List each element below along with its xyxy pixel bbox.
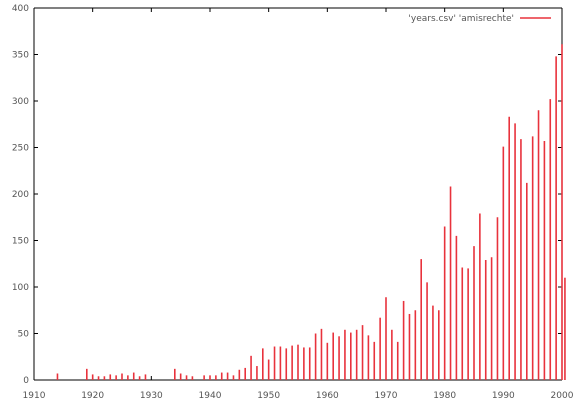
y-tick-label: 400	[12, 4, 29, 14]
y-tick-label: 300	[12, 97, 29, 107]
x-tick-labels: 1910 1920 1930 1940 1950 1960 1970 1980 1990 2000	[23, 391, 574, 401]
y-tick-label: 250	[12, 144, 29, 154]
y-tick-label: 100	[12, 283, 29, 293]
y-tick-label: 200	[12, 190, 29, 200]
plot-frame	[33, 7, 563, 381]
y-tick-labels: 0 50 100 150 200 250 300 350 400	[12, 4, 29, 386]
y-tick-label: 50	[18, 330, 30, 340]
legend: 'years.csv' 'amisrechte'	[408, 14, 551, 24]
bars	[56, 44, 566, 380]
x-tick-label: 1920	[81, 391, 104, 401]
y-tick-label: 350	[12, 51, 29, 61]
x-tick-label: 2000	[551, 391, 574, 401]
x-tick-label: 1970	[375, 391, 398, 401]
x-tick-label: 1980	[433, 391, 456, 401]
x-tick-label: 1930	[140, 391, 163, 401]
x-tick-label: 1910	[23, 391, 46, 401]
legend-label: 'years.csv' 'amisrechte'	[408, 14, 514, 24]
axis-ticks	[33, 7, 563, 381]
x-tick-label: 1950	[257, 391, 280, 401]
x-tick-label: 1990	[492, 391, 515, 401]
x-tick-label: 1940	[199, 391, 222, 401]
y-tick-label: 0	[23, 376, 29, 386]
y-tick-label: 150	[12, 237, 29, 247]
x-tick-label: 1960	[316, 391, 339, 401]
